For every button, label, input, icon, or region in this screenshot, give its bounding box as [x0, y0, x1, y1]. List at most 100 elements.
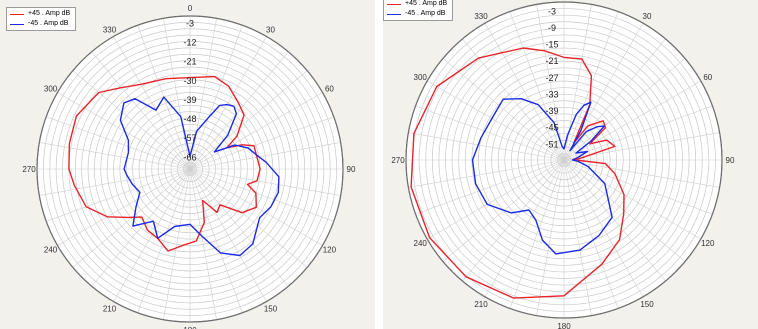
grid-spoke: [509, 159, 565, 309]
radial-tick-label: -51: [545, 139, 558, 149]
grid-spoke: [189, 18, 217, 170]
grid-spoke: [189, 168, 267, 302]
legend-label: +45 . Amp dB: [28, 10, 71, 17]
radial-tick-label: -3: [186, 18, 194, 28]
grid-spoke: [113, 168, 191, 302]
grid-spoke: [189, 142, 341, 170]
angle-tick-label: 120: [323, 246, 337, 255]
grid-spoke: [189, 51, 289, 170]
radial-tick-label: -48: [183, 114, 196, 124]
grid-spoke: [189, 168, 217, 320]
grid-spoke: [189, 168, 334, 222]
radial-tick-label: -9: [548, 23, 556, 33]
legend-right: +45 . Amp dB -45 . Amp dB: [383, 0, 454, 21]
grid-spoke: [189, 168, 341, 196]
legend-label: -45 . Amp dB: [405, 10, 446, 17]
radial-tick-label: -30: [183, 76, 196, 86]
angle-tick-label: 330: [474, 12, 488, 21]
grid-spoke: [91, 51, 191, 170]
radial-tick-label: -21: [183, 57, 196, 67]
angle-tick-label: 210: [103, 304, 117, 313]
grid-spoke: [484, 23, 565, 161]
angle-tick-label: 300: [44, 85, 58, 94]
angle-tick-label: 240: [414, 239, 428, 248]
legend-label: +45 . Amp dB: [405, 0, 448, 7]
grid-spoke: [415, 105, 565, 161]
grid-spoke: [408, 159, 565, 188]
polar-chart-left: 0 30 60 90 120 150 180 210 240 270 300 330 -3 -12 -21 -…: [0, 0, 375, 329]
grid-spoke: [408, 132, 565, 161]
grid-spoke: [163, 18, 191, 170]
radial-tick-label: -45: [545, 123, 558, 133]
grid-spoke: [91, 168, 191, 287]
grid-spoke: [442, 58, 565, 161]
legend-entry-plus45: +45 . Amp dB: [10, 9, 70, 19]
radial-tick-label: -21: [545, 56, 558, 66]
grid-spoke: [113, 36, 191, 170]
angle-tick-label: 210: [474, 300, 488, 309]
grid-spoke: [563, 159, 619, 309]
radial-tick-label: -33: [545, 90, 558, 100]
legend-entry-plus45: +45 . Amp dB: [387, 0, 447, 9]
radial-tick-label: -57: [183, 133, 196, 143]
grid-spoke: [189, 168, 243, 313]
angle-tick-label: 90: [726, 156, 735, 165]
plot-border: [36, 15, 344, 323]
legend-swatch-blue: [387, 13, 401, 15]
grid-spoke: [563, 105, 713, 161]
series-line-0: [410, 47, 625, 299]
grid-spoke: [39, 168, 191, 196]
angle-tick-label: 240: [44, 246, 58, 255]
series-line-1: [471, 98, 613, 255]
grid-spoke: [189, 116, 334, 170]
grid-spoke: [509, 11, 565, 161]
legend-swatch-blue: [10, 23, 24, 25]
angle-tick-label: 30: [643, 12, 652, 21]
grid-spoke: [563, 159, 720, 188]
grid-spoke: [137, 168, 191, 313]
grid-spoke: [563, 159, 592, 316]
grid-spoke: [427, 80, 565, 161]
angle-tick-label: 330: [103, 26, 117, 35]
polar-plot-right: 330 30 60 90 120 150 180 210 240 270 300 -3 -9 -15 -21…: [391, 1, 735, 329]
angle-tick-label: 150: [264, 304, 278, 313]
radial-tick-label: -12: [183, 38, 196, 48]
grid-spoke: [46, 116, 191, 170]
legend-swatch-red: [10, 13, 24, 15]
plot-border: [405, 1, 723, 319]
grid-spoke: [39, 142, 191, 170]
grid-spoke: [563, 159, 713, 215]
angle-tick-label: 180: [183, 326, 197, 329]
polar-plot-left: 0 30 60 90 120 150 180 210 240 270 300 330 -3 -12 -21 -…: [22, 4, 356, 329]
grid-spoke: [536, 4, 565, 161]
radial-tick-label: -27: [545, 73, 558, 83]
panel-divider: [375, 0, 383, 329]
legend-left: +45 . Amp dB -45 . Amp dB: [6, 7, 77, 31]
angle-tick-label: 180: [557, 322, 571, 329]
grid-spoke: [536, 159, 565, 316]
grid-spoke: [563, 159, 666, 282]
legend-entry-minus45: -45 . Amp dB: [387, 9, 447, 19]
grid-spoke: [57, 92, 191, 170]
angle-tick-label: 90: [347, 165, 356, 174]
grid-spoke: [415, 159, 565, 215]
grid-spoke: [462, 159, 565, 282]
grid-spoke: [563, 58, 686, 161]
angle-tick-label: 60: [325, 85, 334, 94]
series-line-1: [119, 96, 280, 257]
legend-entry-minus45: -45 . Amp dB: [10, 19, 70, 29]
angle-tick-label: 30: [266, 26, 275, 35]
legend-label: -45 . Amp dB: [28, 20, 69, 27]
grid-spoke: [46, 168, 191, 222]
grid-spoke: [563, 159, 686, 262]
grid-spoke: [189, 168, 308, 268]
angle-tick-label: 120: [701, 239, 715, 248]
grid-spoke: [189, 92, 323, 170]
radial-tick-label: -66: [183, 152, 196, 162]
radial-tick-label: -39: [183, 95, 196, 105]
grid-spoke: [189, 168, 289, 287]
grid-spoke: [163, 168, 191, 320]
grid-spoke: [427, 159, 565, 240]
grid-spoke: [189, 25, 243, 170]
angle-tick-label: 150: [640, 300, 654, 309]
